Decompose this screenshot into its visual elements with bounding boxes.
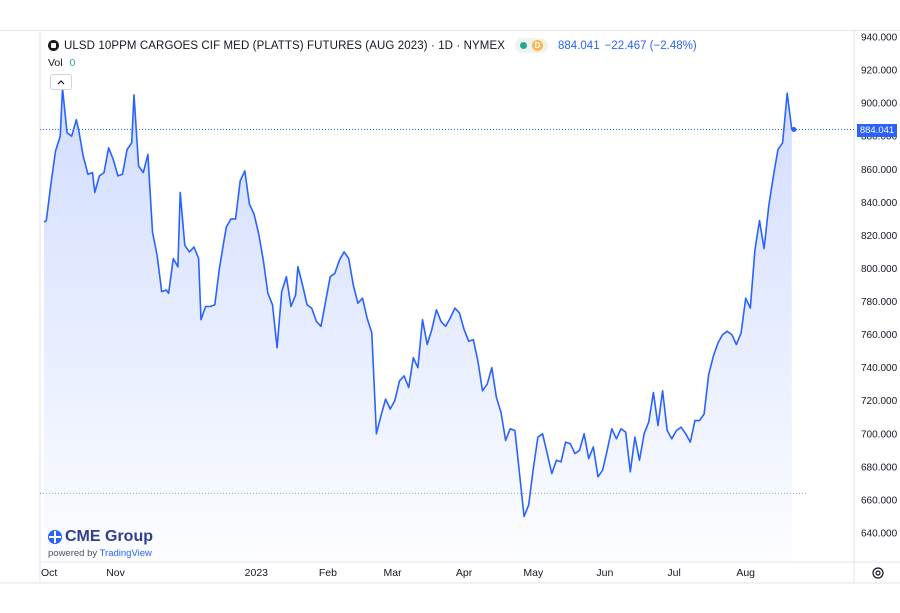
y-tick-label: 720.000 bbox=[861, 396, 898, 407]
brand-name: CME Group bbox=[65, 528, 153, 545]
price-line bbox=[43, 87, 793, 518]
volume-value: 0 bbox=[69, 57, 76, 69]
cme-branding[interactable]: CME Group powered by TradingView bbox=[48, 528, 153, 559]
y-tick-label: 700.000 bbox=[861, 429, 898, 440]
x-tick-label: Apr bbox=[456, 567, 473, 579]
y-tick-label: 760.000 bbox=[861, 330, 898, 341]
y-tick-label: 900.000 bbox=[861, 99, 898, 110]
collapse-legend-button[interactable] bbox=[50, 74, 72, 90]
y-tick-label: 920.000 bbox=[861, 66, 898, 77]
last-price-value: 884.041 bbox=[558, 39, 600, 52]
data-delay-badge: D bbox=[532, 40, 544, 51]
x-tick-label: May bbox=[523, 567, 544, 579]
price-change-value: −22.467 (−2.48%) bbox=[604, 39, 697, 52]
symbol-title[interactable]: ULSD 10PPM CARGOES CIF MED (PLATTS) FUTU… bbox=[64, 39, 506, 52]
settings-gear-icon[interactable] bbox=[871, 566, 885, 580]
y-tick-label: 820.000 bbox=[861, 231, 898, 242]
y-tick-label: 880.000 bbox=[861, 132, 898, 143]
y-tick-label: 940.000 bbox=[861, 33, 898, 44]
x-tick-label: Feb bbox=[319, 567, 337, 579]
y-tick-label: 800.000 bbox=[861, 264, 898, 275]
y-tick-label: 660.000 bbox=[861, 495, 898, 506]
last-price-tag: 884.041 bbox=[857, 124, 897, 137]
top-toolbar bbox=[0, 0, 900, 31]
y-tick-label: 640.000 bbox=[861, 529, 898, 540]
y-tick-label: 680.000 bbox=[861, 462, 898, 473]
symbol-logo-icon bbox=[48, 40, 59, 51]
market-open-icon bbox=[520, 42, 528, 49]
x-tick-label: Jun bbox=[596, 567, 613, 579]
price-area bbox=[44, 88, 792, 563]
powered-by[interactable]: powered by TradingView bbox=[48, 548, 153, 559]
x-tick-label: Jul bbox=[667, 567, 680, 579]
y-tick-label: 780.000 bbox=[861, 297, 898, 308]
x-tick-label: 2023 bbox=[245, 567, 269, 579]
powered-prefix: powered by bbox=[48, 548, 98, 559]
volume-label: Vol bbox=[48, 57, 63, 69]
x-tick-label: Aug bbox=[736, 567, 755, 579]
y-tick-label: 860.000 bbox=[861, 165, 898, 176]
y-tick-label: 740.000 bbox=[861, 363, 898, 374]
last-price-dot bbox=[791, 127, 797, 133]
y-tick-label: 840.000 bbox=[861, 198, 898, 209]
x-tick-label: Nov bbox=[106, 567, 125, 579]
chart-legend: ULSD 10PPM CARGOES CIF MED (PLATTS) FUTU… bbox=[48, 38, 697, 53]
tradingview-link[interactable]: TradingView bbox=[99, 548, 152, 559]
cme-globe-icon bbox=[48, 530, 62, 544]
volume-legend: Vol 0 bbox=[48, 57, 75, 69]
market-status-pill[interactable]: D bbox=[515, 38, 549, 53]
x-tick-label: Oct bbox=[41, 567, 57, 579]
chevron-up-icon bbox=[57, 80, 65, 85]
x-tick-label: Mar bbox=[383, 567, 402, 579]
